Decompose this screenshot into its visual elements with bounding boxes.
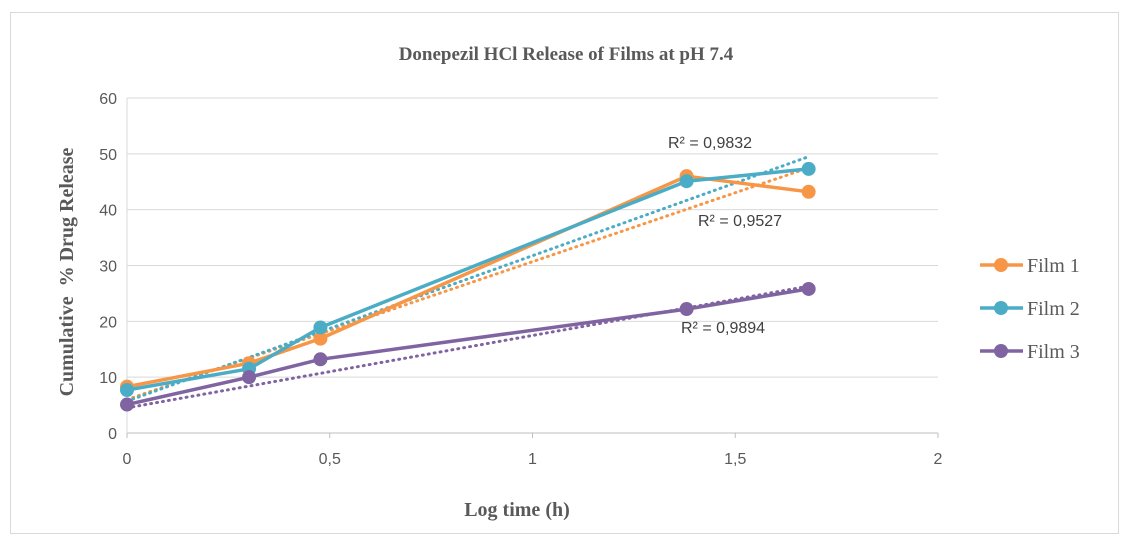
y-tick-label: 20 xyxy=(99,314,117,331)
data-point-film-3 xyxy=(242,370,257,385)
data-point-film-2 xyxy=(801,161,816,176)
chart-area: Donepezil HCl Release of Films at pH 7.4… xyxy=(10,12,1119,534)
data-point-film-3 xyxy=(120,397,134,412)
data-point-film-3 xyxy=(801,281,816,296)
data-point-film-3 xyxy=(313,352,328,367)
x-tick-label: 0,5 xyxy=(319,451,341,468)
y-tick-label: 30 xyxy=(99,259,117,276)
y-tick-label: 60 xyxy=(99,91,117,108)
trendline-film-2 xyxy=(125,155,811,403)
trendlines xyxy=(125,155,811,410)
legend-label: Film 1 xyxy=(1027,255,1080,277)
x-tick-label: 2 xyxy=(934,451,943,468)
data-point-film-2 xyxy=(120,383,134,398)
legend-swatch-marker xyxy=(994,258,1008,272)
data-point-film-2 xyxy=(679,174,694,189)
series-film-3 xyxy=(120,281,816,412)
series-line-film-3 xyxy=(126,287,809,407)
y-tick-label: 0 xyxy=(108,426,117,443)
legend-swatch-marker xyxy=(994,344,1008,358)
data-point-film-1 xyxy=(801,184,816,199)
legend-label: Film 2 xyxy=(1027,298,1080,320)
series-film-1 xyxy=(120,169,816,394)
legend-swatch-marker xyxy=(994,301,1008,315)
legend-item-film-2: Film 2 xyxy=(980,298,1080,320)
x-tick-label: 1 xyxy=(528,451,537,468)
x-tick-label: 0 xyxy=(123,451,132,468)
series-film-2 xyxy=(120,161,816,398)
x-tick-label: 1,5 xyxy=(724,451,746,468)
r2-label-film-3: R² = 0,9894 xyxy=(681,320,765,337)
r2-labels: R² = 0,9527 R² = 0,9832 R² = 0,9894 xyxy=(668,135,782,337)
series-line-film-1 xyxy=(126,174,809,389)
y-axis-title: Cumulative % Drug Release xyxy=(56,147,78,396)
r2-label-film-1: R² = 0,9527 xyxy=(698,213,782,230)
y-tick-label: 40 xyxy=(99,203,117,220)
legend-item-film-3: Film 3 xyxy=(980,341,1080,363)
line-chart: Donepezil HCl Release of Films at pH 7.4… xyxy=(56,44,1080,521)
data-point-film-1 xyxy=(313,331,328,346)
chart-title: Donepezil HCl Release of Films at pH 7.4 xyxy=(399,44,734,65)
gridlines xyxy=(126,97,939,438)
data-point-film-3 xyxy=(679,302,694,317)
r2-label-film-2: R² = 0,9832 xyxy=(668,135,752,152)
legend-label: Film 3 xyxy=(1027,341,1080,363)
data-point-film-2 xyxy=(313,320,328,335)
legend: Film 1 Film 2 Film 3 xyxy=(980,255,1080,363)
y-tick-label: 10 xyxy=(99,370,117,387)
y-tick-label: 50 xyxy=(99,147,117,164)
x-axis-title: Log time (h) xyxy=(464,499,570,521)
axis-ticks: 0 10 20 30 40 50 60 0 0,5 1 1,5 2 xyxy=(99,91,942,468)
series-lines xyxy=(120,161,816,412)
legend-item-film-1: Film 1 xyxy=(980,255,1080,277)
